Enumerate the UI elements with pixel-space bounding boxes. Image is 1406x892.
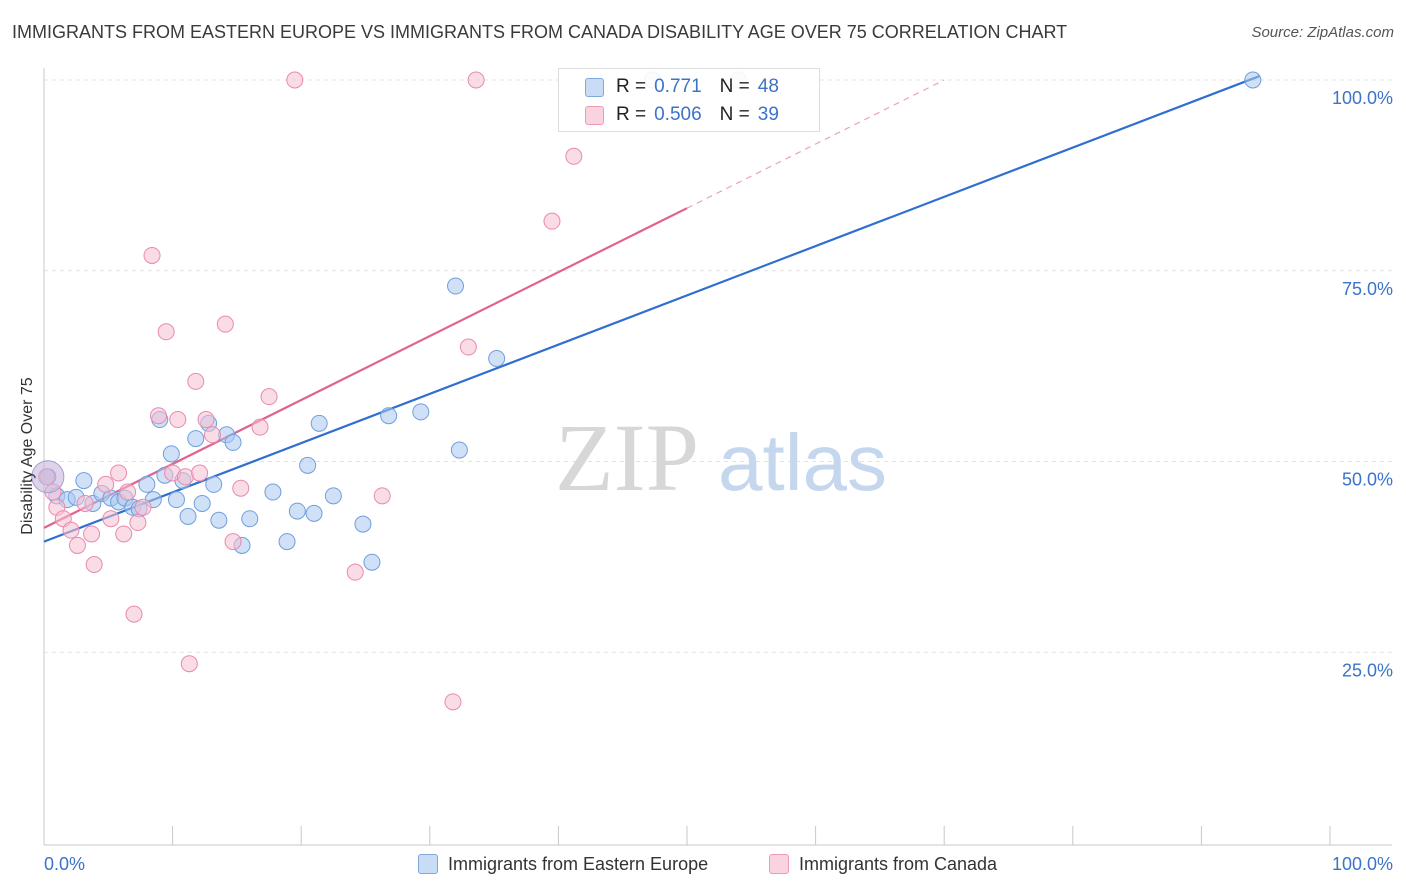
point-eastern-europe bbox=[162, 445, 180, 463]
point-canada bbox=[83, 525, 101, 543]
point-canada bbox=[102, 510, 120, 528]
legend-r-label: R = bbox=[616, 76, 647, 97]
trendline-canada-extension bbox=[686, 79, 945, 209]
point-canada bbox=[149, 407, 167, 425]
legend-swatch-eastern-europe bbox=[585, 77, 604, 97]
legend-n-label: N = bbox=[719, 76, 750, 97]
watermark-zip: ZIP bbox=[555, 404, 699, 511]
point-canada bbox=[62, 521, 80, 539]
point-eastern-europe bbox=[380, 407, 398, 425]
point-canada bbox=[115, 525, 133, 543]
legend-n-label: N = bbox=[719, 104, 750, 125]
point-eastern-europe bbox=[264, 483, 282, 501]
chart-title: IMMIGRANTS FROM EASTERN EUROPE VS IMMIGR… bbox=[12, 22, 1068, 42]
point-canada bbox=[85, 556, 103, 574]
point-eastern-europe bbox=[241, 510, 259, 528]
legend-item-eastern-europe: Immigrants from Eastern Europe bbox=[418, 852, 708, 876]
point-canada bbox=[68, 536, 86, 554]
point-canada bbox=[346, 563, 364, 581]
point-eastern-europe bbox=[138, 475, 156, 493]
point-canada bbox=[251, 418, 269, 436]
point-canada bbox=[134, 498, 152, 516]
point-eastern-europe bbox=[193, 494, 211, 512]
point-eastern-europe bbox=[447, 277, 465, 295]
chart-source: Source: ZipAtlas.com bbox=[1251, 24, 1394, 41]
x-tick-label: 0.0% bbox=[44, 854, 85, 874]
y-tick-label: 100.0% bbox=[1332, 88, 1393, 108]
point-canada bbox=[232, 479, 250, 497]
point-canada bbox=[459, 338, 477, 356]
point-canada bbox=[286, 71, 304, 89]
point-eastern-europe bbox=[363, 553, 381, 571]
point-eastern-europe bbox=[310, 414, 328, 432]
watermark-atlas: atlas bbox=[718, 418, 887, 507]
point-canada bbox=[169, 411, 187, 429]
legend-row-eastern-europe: R = 0.771 N = 48 bbox=[585, 73, 779, 101]
point-eastern-europe bbox=[488, 349, 506, 367]
point-canada bbox=[260, 388, 278, 406]
point-canada bbox=[203, 426, 221, 444]
point-eastern-europe bbox=[210, 511, 228, 529]
legend-item-canada: Immigrants from Canada bbox=[769, 852, 997, 876]
legend-label-eastern-europe: Immigrants from Eastern Europe bbox=[448, 853, 709, 874]
trendline-canada bbox=[43, 207, 688, 529]
point-eastern-europe bbox=[288, 502, 306, 520]
legend-swatch-eastern-europe bbox=[418, 854, 438, 874]
point-eastern-europe bbox=[324, 487, 342, 505]
point-canada bbox=[129, 514, 147, 532]
point-eastern-europe bbox=[278, 533, 296, 551]
legend-swatch-canada bbox=[585, 105, 604, 125]
point-eastern-europe bbox=[167, 491, 185, 509]
legend-r-label: R = bbox=[616, 104, 647, 125]
legend-r-value-eastern-europe: 0.771 bbox=[654, 76, 702, 97]
point-canada bbox=[197, 411, 215, 429]
legend-swatch-canada bbox=[769, 854, 789, 874]
point-canada bbox=[125, 605, 143, 623]
legend-label-canada: Immigrants from Canada bbox=[799, 853, 998, 874]
point-canada bbox=[467, 71, 485, 89]
watermark: ZIP atlas bbox=[555, 404, 887, 511]
point-overlap-cluster bbox=[31, 460, 65, 494]
point-eastern-europe bbox=[299, 456, 317, 474]
point-canada bbox=[187, 372, 205, 390]
y-tick-label: 75.0% bbox=[1342, 279, 1393, 299]
point-canada bbox=[191, 464, 209, 482]
y-tick-label: 25.0% bbox=[1342, 660, 1393, 680]
point-eastern-europe bbox=[412, 403, 430, 421]
y-axis-label: Disability Age Over 75 bbox=[19, 377, 36, 535]
point-eastern-europe bbox=[224, 433, 242, 451]
point-eastern-europe bbox=[1244, 71, 1262, 89]
point-canada bbox=[373, 487, 391, 505]
point-eastern-europe bbox=[450, 441, 468, 459]
legend-n-value-canada: 39 bbox=[757, 104, 779, 125]
y-tick-label: 50.0% bbox=[1342, 470, 1393, 490]
correlation-legend: R = 0.771 N = 48 R = 0.506 N = 39 bbox=[558, 68, 820, 132]
point-canada bbox=[110, 464, 128, 482]
trendline-eastern-europe bbox=[43, 75, 1260, 543]
point-eastern-europe bbox=[354, 515, 372, 533]
x-tick-label: 100.0% bbox=[1332, 854, 1393, 874]
point-canada bbox=[119, 483, 137, 501]
legend-r-value-canada: 0.506 bbox=[654, 104, 702, 125]
point-canada bbox=[565, 147, 583, 165]
point-canada bbox=[180, 655, 198, 673]
point-eastern-europe bbox=[305, 504, 323, 522]
point-canada bbox=[444, 693, 462, 711]
point-canada bbox=[543, 212, 561, 230]
point-canada bbox=[97, 475, 115, 493]
legend-row-canada: R = 0.506 N = 39 bbox=[585, 101, 779, 129]
point-eastern-europe bbox=[205, 475, 223, 493]
point-eastern-europe bbox=[179, 507, 197, 525]
point-eastern-europe bbox=[187, 430, 205, 448]
point-eastern-europe bbox=[75, 472, 93, 490]
point-canada bbox=[176, 468, 194, 486]
point-canada bbox=[216, 315, 234, 333]
point-canada bbox=[76, 494, 94, 512]
point-canada bbox=[224, 533, 242, 551]
point-canada bbox=[157, 323, 175, 341]
legend-n-value-eastern-europe: 48 bbox=[757, 76, 779, 97]
point-canada bbox=[143, 246, 161, 264]
